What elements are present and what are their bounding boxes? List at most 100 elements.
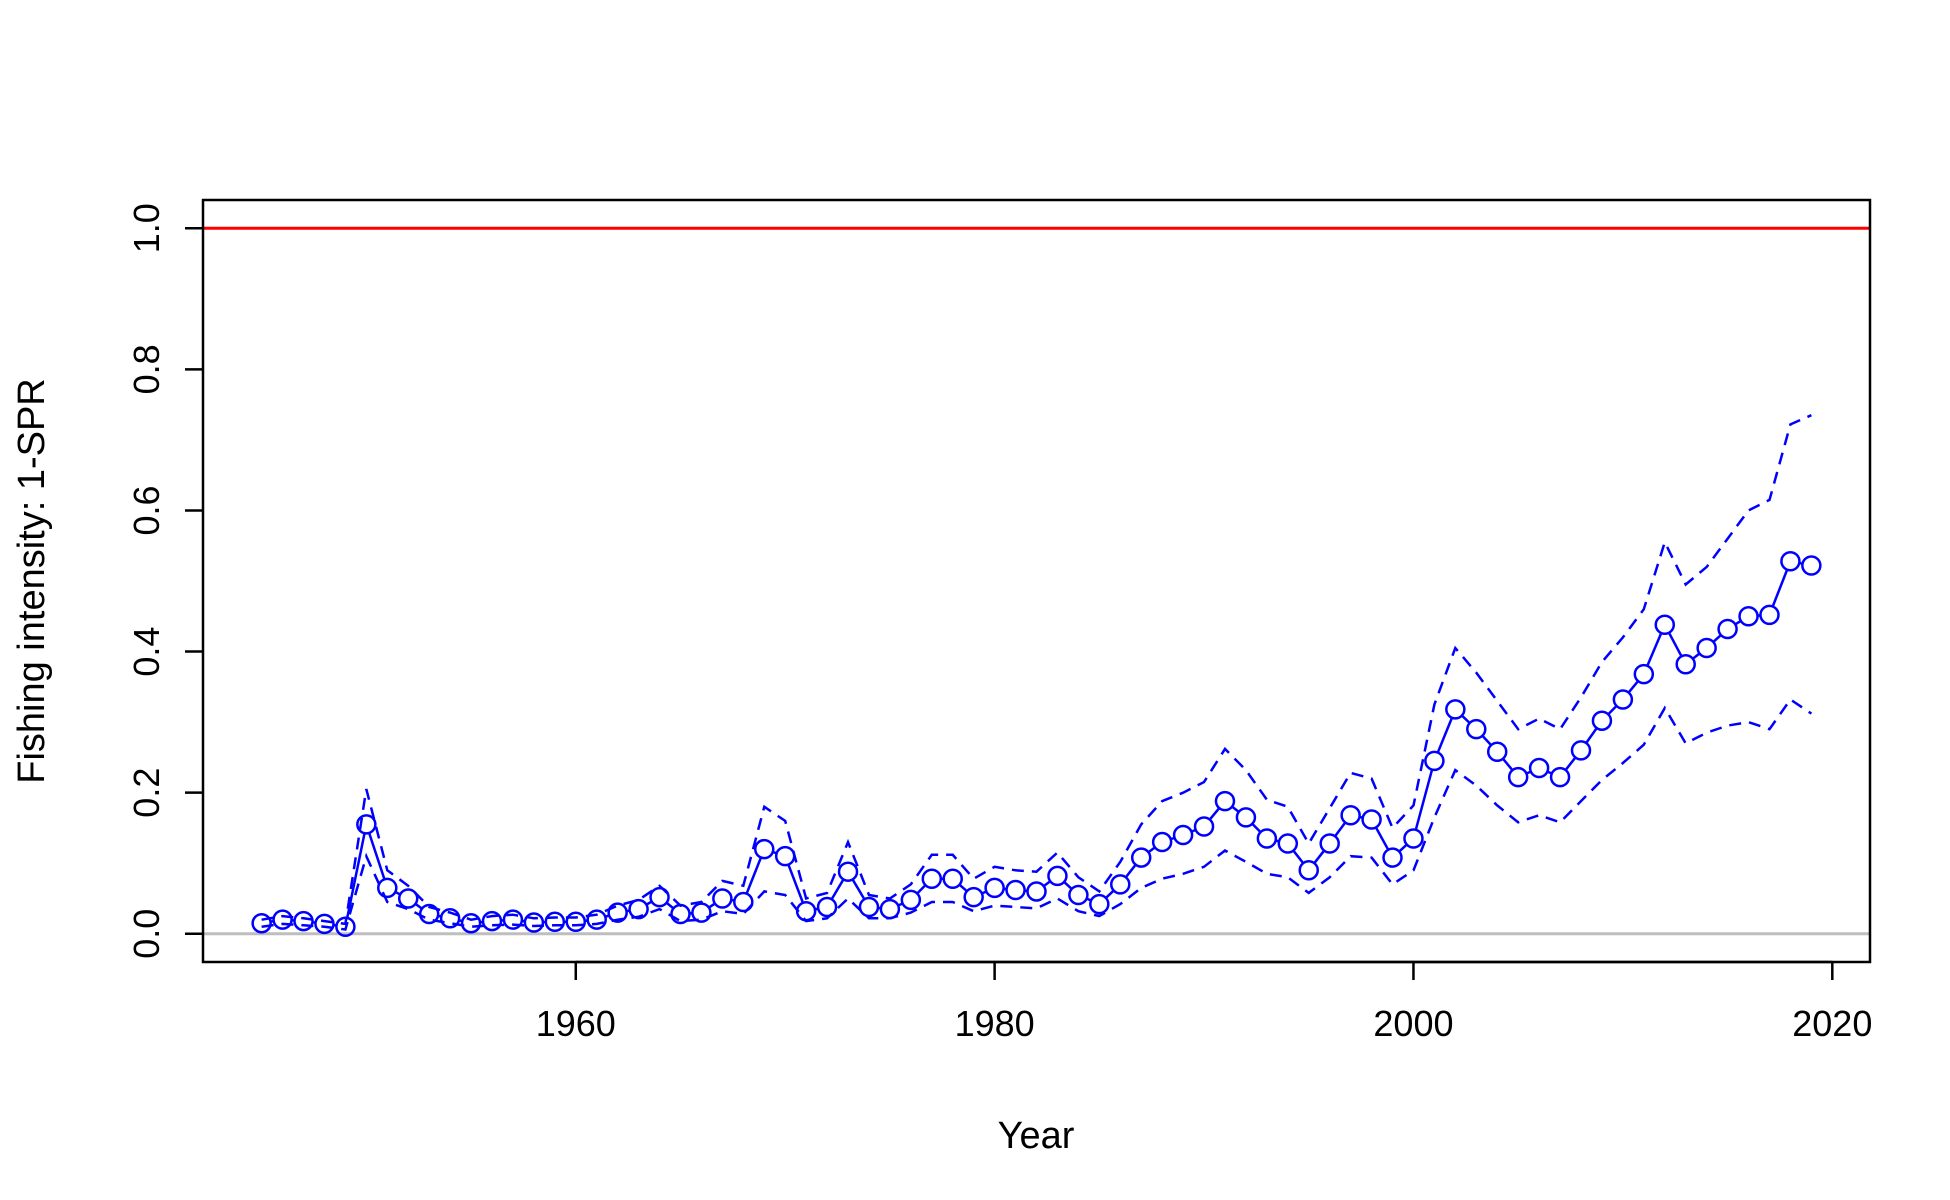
data-point [1068, 884, 1089, 906]
data-point [1403, 828, 1424, 849]
estimate-line-segment [745, 857, 763, 895]
estimate-line-segment [1585, 727, 1598, 744]
data-point [1486, 741, 1508, 762]
data-point [1570, 740, 1592, 761]
data-point [1717, 618, 1738, 640]
estimate-line-segment [1501, 757, 1514, 771]
data-point [733, 891, 754, 913]
data-point [691, 902, 712, 923]
estimate-line-segment [1231, 805, 1240, 813]
data-point [1445, 699, 1466, 720]
data-point [1382, 847, 1403, 868]
data-point [1130, 847, 1152, 868]
data-point [963, 886, 984, 908]
data-point [607, 902, 628, 923]
data-point [1005, 879, 1026, 901]
data-point [649, 886, 670, 908]
estimate-line-segment [1436, 717, 1454, 754]
data-point [377, 877, 398, 899]
data-point [1277, 833, 1299, 854]
data-point [1780, 550, 1801, 572]
data-point [900, 889, 922, 911]
x-axis-title: Year [998, 1115, 1075, 1157]
data-point [1654, 614, 1676, 635]
data-point [1696, 637, 1717, 659]
data-point [1151, 831, 1173, 853]
data-point [628, 898, 649, 920]
data-point [712, 888, 733, 909]
data-point [460, 912, 482, 934]
data-point [502, 909, 524, 930]
data-point [942, 868, 963, 889]
y-tick-label: 0.4 [126, 627, 167, 677]
estimate-line-segment [958, 883, 968, 893]
data-point [774, 845, 796, 867]
upper-interval-line [261, 414, 1812, 926]
data-point [481, 910, 503, 932]
data-point [1759, 604, 1780, 626]
estimate-line-segment [1292, 849, 1305, 864]
estimate-line-segment [1124, 863, 1137, 879]
y-tick-label: 0.6 [126, 485, 167, 535]
data-point [586, 909, 607, 930]
data-point [858, 896, 880, 918]
data-point [1214, 790, 1236, 812]
estimate-line-segment [1313, 849, 1326, 864]
estimate-line-segment [1627, 680, 1640, 694]
estimate-line-segment [665, 901, 675, 910]
data-point [565, 911, 587, 933]
data-point [293, 910, 314, 932]
estimate-line-segment [1042, 880, 1051, 888]
estimate-line-segment [1398, 843, 1408, 853]
data-point [1675, 654, 1696, 675]
estimate-line-segment [1147, 846, 1156, 854]
y-axis: 0.0 0.2 0.4 0.6 0.8 1.0 [126, 203, 203, 959]
data-point [335, 916, 356, 937]
estimate-line-segment [1251, 822, 1262, 834]
data-point [1424, 750, 1445, 772]
y-tick-label: 0.2 [126, 768, 167, 818]
data-point [795, 900, 817, 922]
data-point [1738, 606, 1759, 627]
data-point [1528, 757, 1550, 779]
estimate-line-segment [1667, 632, 1683, 657]
estimate-line-segment [345, 832, 366, 919]
y-tick-label: 1.0 [126, 203, 167, 253]
data-point [1110, 874, 1131, 895]
lower-interval-line [261, 697, 1813, 931]
data-point [272, 909, 293, 930]
x-tick-label: 1960 [536, 1003, 616, 1044]
data-point [397, 888, 419, 909]
x-tick-label: 1980 [955, 1003, 1035, 1044]
data-point [1319, 833, 1340, 854]
estimate-line-segment [830, 878, 845, 900]
estimate-line-segment [787, 864, 805, 904]
data-point [1361, 809, 1382, 830]
estimate-line-segment [1564, 756, 1577, 771]
data-point [418, 903, 440, 925]
data-point [356, 814, 377, 835]
estimate-line-segment [414, 902, 423, 910]
data-point [1256, 828, 1278, 849]
data-point [1193, 816, 1215, 837]
data-point [1507, 766, 1529, 788]
data-point [921, 868, 943, 889]
plot-region [203, 226, 1870, 937]
data-point [754, 838, 775, 860]
x-axis: 1960 1980 2000 2020 [536, 960, 1872, 1044]
data-point [1633, 663, 1655, 685]
data-point [439, 908, 461, 929]
y-tick-label: 0.8 [126, 344, 167, 394]
estimate-line-segment [1374, 826, 1390, 851]
x-tick-label: 2020 [1792, 1003, 1872, 1044]
estimate-line-segment [1771, 569, 1789, 607]
data-point [523, 912, 545, 933]
estimate-line-segment [1208, 807, 1221, 821]
data-point [1089, 893, 1110, 915]
estimate-line-segment [1607, 705, 1618, 716]
data-point [984, 877, 1005, 899]
data-point [837, 861, 859, 882]
estimate-line-segment [1334, 821, 1347, 837]
estimate-line-segment [1646, 632, 1663, 667]
data-point [1591, 710, 1613, 731]
